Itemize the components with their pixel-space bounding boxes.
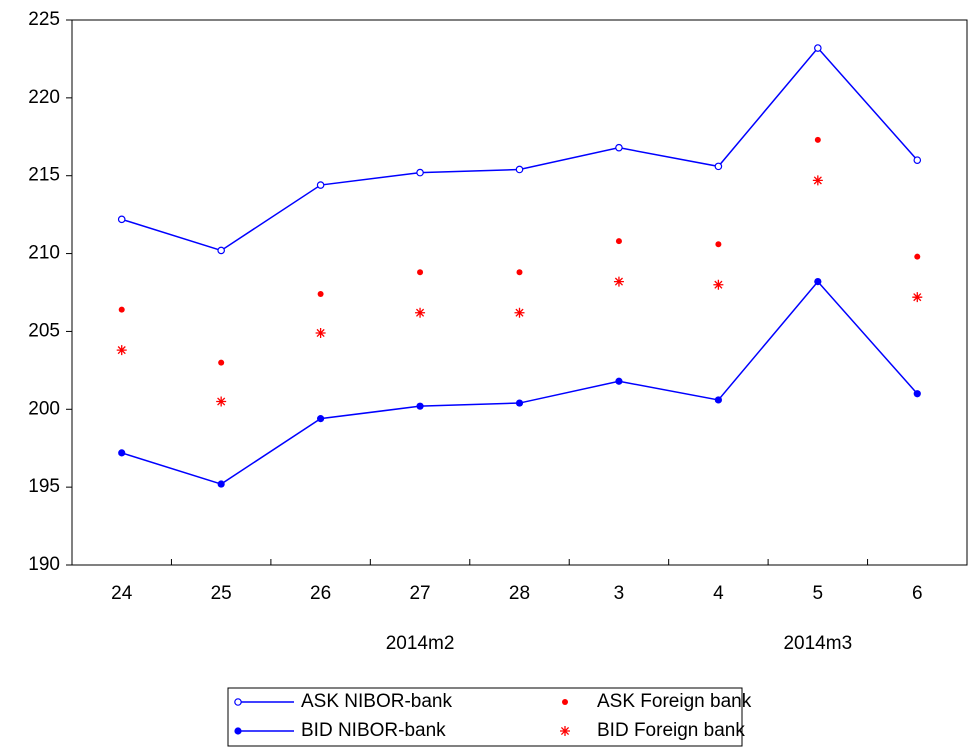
point	[415, 307, 426, 318]
point	[416, 168, 424, 177]
y-tick-label: 195	[28, 476, 60, 497]
plot-frame	[71, 19, 968, 566]
legend-label: BID NIBOR-bank	[301, 720, 446, 741]
y-tick-label: 190	[28, 554, 60, 575]
point	[714, 162, 723, 171]
point	[913, 156, 922, 164]
point	[615, 377, 623, 385]
point	[913, 390, 921, 398]
series-line	[121, 46, 918, 252]
legend-label: ASK NIBOR-bank	[301, 691, 452, 712]
point	[218, 359, 225, 366]
point	[217, 246, 225, 255]
x-tick-label: 24	[111, 583, 133, 604]
y-tick-label: 200	[28, 398, 60, 419]
point	[714, 396, 722, 404]
point	[117, 215, 126, 224]
point	[217, 480, 225, 488]
point	[613, 276, 624, 287]
point	[562, 699, 568, 705]
x-group-label: 2014m3	[783, 633, 852, 654]
y-tick-label: 205	[28, 320, 60, 341]
x-group-label: 2014m2	[386, 633, 455, 654]
point	[514, 307, 525, 318]
point	[216, 396, 227, 407]
y-tick-label: 225	[28, 9, 60, 30]
x-tick-label: 3	[614, 583, 625, 604]
point	[316, 181, 325, 189]
point	[417, 269, 424, 276]
point	[118, 449, 126, 457]
legend-label: ASK Foreign bank	[597, 691, 752, 712]
point	[515, 399, 524, 407]
point	[912, 292, 923, 303]
point	[814, 44, 822, 52]
x-tick-label: 28	[509, 583, 530, 604]
legend-box	[227, 687, 743, 747]
point	[812, 175, 823, 186]
point	[516, 269, 523, 276]
y-tick-label: 210	[28, 243, 60, 264]
point	[713, 279, 724, 290]
point	[515, 165, 524, 174]
point	[416, 402, 424, 410]
point	[118, 306, 125, 313]
legend-label: BID Foreign bank	[597, 720, 745, 741]
point	[914, 253, 921, 260]
point	[234, 727, 242, 735]
y-tick-label: 220	[28, 87, 60, 108]
x-tick-label: 26	[310, 583, 331, 604]
point	[116, 345, 127, 356]
point	[234, 698, 242, 706]
point	[317, 415, 325, 423]
x-tick-label: 4	[713, 583, 724, 604]
point	[615, 143, 623, 152]
x-tick-label: 5	[813, 583, 824, 604]
point	[315, 327, 326, 338]
point	[814, 278, 822, 286]
x-tick-label: 27	[409, 583, 430, 604]
x-tick-label: 6	[912, 583, 923, 604]
point	[317, 291, 324, 298]
y-tick-label: 215	[28, 165, 60, 186]
point	[615, 238, 622, 245]
point	[560, 726, 570, 736]
point	[814, 136, 821, 143]
x-tick-label: 25	[211, 583, 232, 604]
point	[715, 241, 722, 248]
